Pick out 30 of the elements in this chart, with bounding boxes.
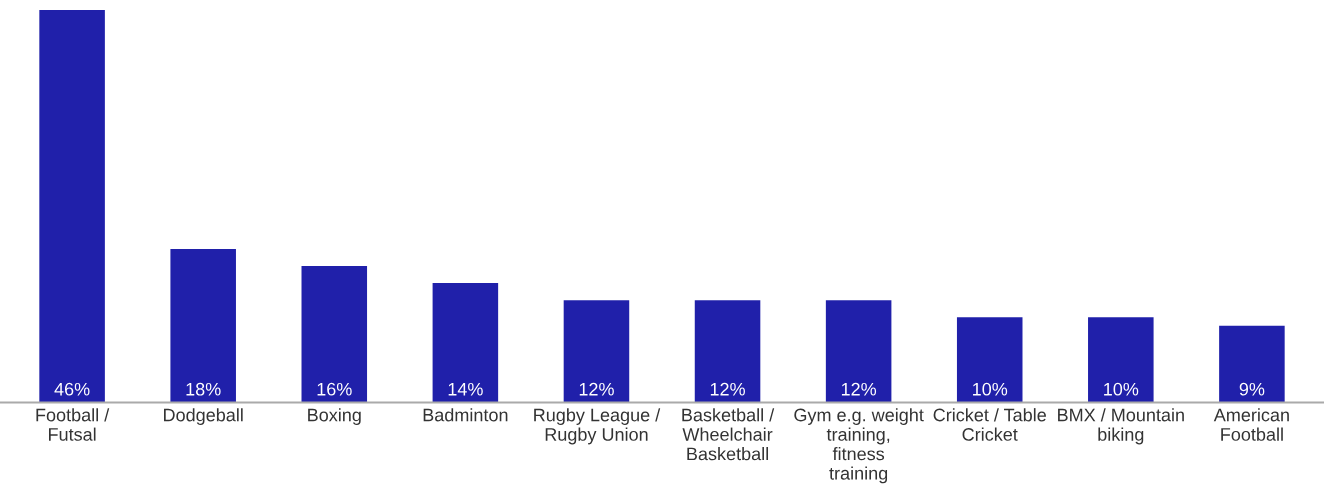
x-tick-label: BMX / Mountain biking — [1058, 408, 1184, 445]
bar — [1088, 317, 1154, 403]
data-label: 10% — [973, 382, 1008, 396]
data-label: 9% — [1239, 382, 1265, 396]
bar — [432, 283, 499, 403]
bar — [1219, 325, 1285, 403]
data-label: 10% — [1104, 382, 1139, 396]
x-tick-label: Gym e.g. weight training, fitness training — [794, 408, 924, 484]
bar — [301, 266, 368, 403]
x-tick-label: Badminton — [423, 408, 508, 422]
x-tick-label: Cricket / Table Cricket — [933, 408, 1046, 441]
x-tick-label: American Football — [1213, 408, 1289, 441]
data-label: 12% — [710, 382, 745, 396]
bar — [39, 9, 105, 403]
bar — [694, 300, 761, 403]
data-label: 14% — [448, 382, 483, 396]
bar — [170, 248, 236, 403]
x-tick-label: Rugby League / Rugby Union — [534, 408, 661, 445]
data-label: 16% — [317, 382, 352, 396]
data-label: 12% — [579, 382, 614, 396]
bar — [956, 317, 1023, 403]
x-tick-label: Basketball / Wheelchair Basketball — [682, 408, 775, 461]
x-tick-label: Football / Futsal — [36, 408, 110, 441]
data-label: 12% — [841, 382, 877, 396]
x-tick-label: Boxing — [308, 408, 361, 425]
bar — [563, 300, 630, 403]
bar — [825, 300, 892, 403]
data-label: 46% — [54, 382, 90, 396]
x-tick-label: Dodgeball — [164, 408, 243, 425]
data-label: 18% — [186, 382, 221, 396]
